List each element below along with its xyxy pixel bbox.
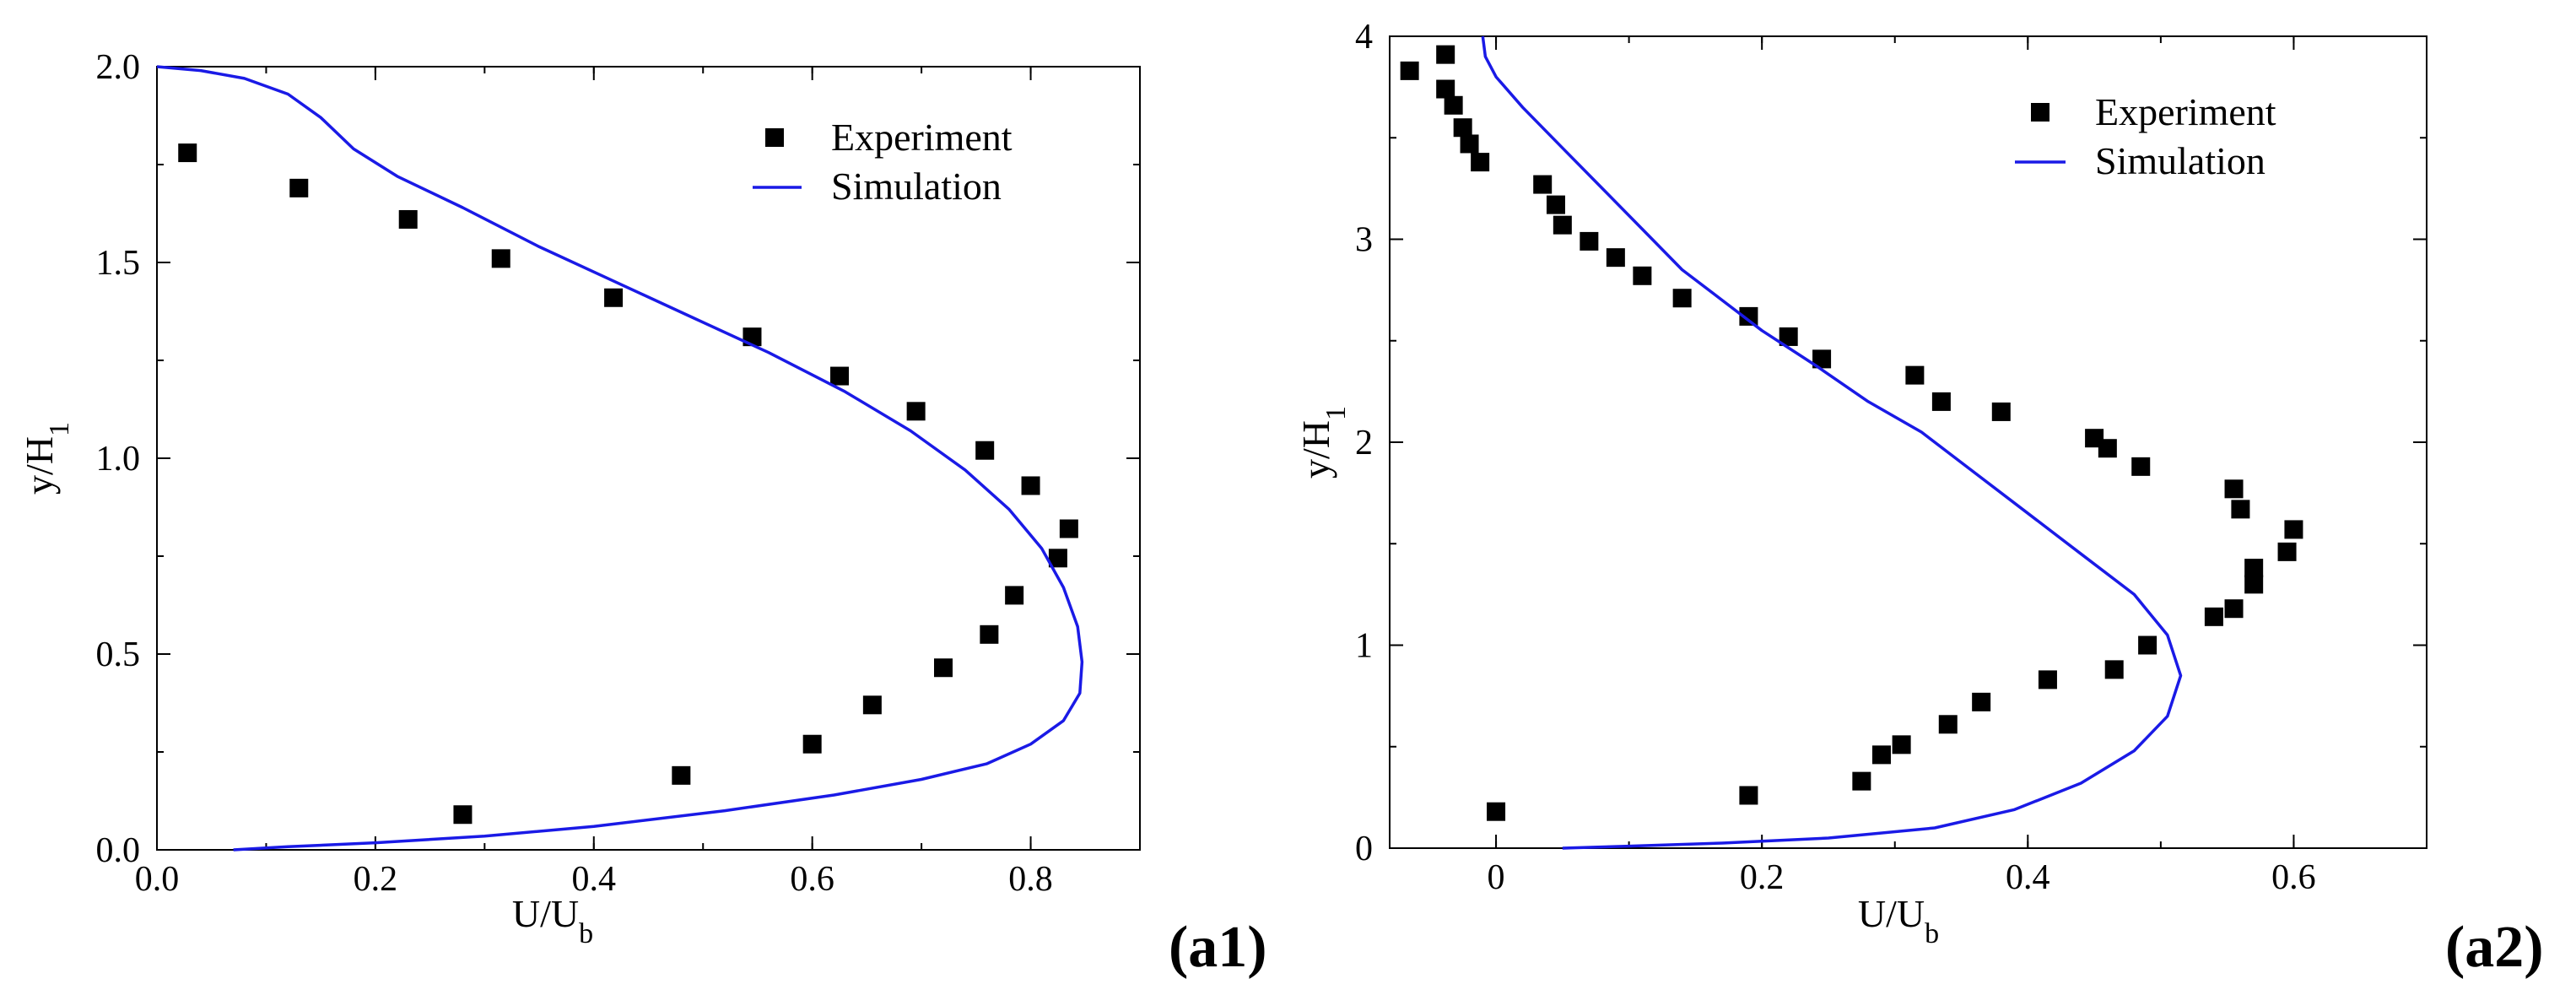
experiment-point xyxy=(1436,45,1455,64)
x-axis-title-subscript: b xyxy=(1925,918,1939,949)
y-tick-label: 0.5 xyxy=(96,635,141,674)
experiment-point xyxy=(830,366,850,386)
experiment-point xyxy=(1739,786,1758,805)
y-tick-label: 2 xyxy=(1355,424,1373,462)
experiment-point xyxy=(1453,118,1472,138)
experiment-point xyxy=(1892,735,1911,754)
experiment-point xyxy=(2224,479,2244,499)
x-tick-label: 0.4 xyxy=(2006,858,2050,897)
x-tick-label: 0.2 xyxy=(354,860,398,899)
y-tick-label: 0.0 xyxy=(96,831,141,870)
y-tick-label: 1.5 xyxy=(96,244,141,283)
experiment-point xyxy=(672,765,691,785)
experiment-point xyxy=(802,734,822,754)
legend-experiment-label: Experiment xyxy=(2095,90,2276,133)
experiment-point xyxy=(1938,715,1958,734)
experiment-point xyxy=(398,209,418,229)
experiment-point xyxy=(980,625,999,644)
experiment-point xyxy=(1672,289,1692,308)
x-axis-title: U/Ub xyxy=(512,892,593,949)
legend-simulation-label: Simulation xyxy=(2095,139,2265,182)
experiment-point xyxy=(289,178,309,197)
chart-panel-a1: 0.0 0.2 0.4 0.6 0.8 0.0 0.5 1.0 1.5 2.0 U/Ub y/H1 E… xyxy=(18,48,1267,980)
x-tick-label: 0.4 xyxy=(572,860,617,899)
x-tick-label: 0.6 xyxy=(790,860,834,899)
experiment-point xyxy=(1931,392,1951,411)
legend-experiment-label: Experiment xyxy=(831,116,1013,159)
experiment-point xyxy=(604,288,624,307)
experiment-point xyxy=(491,249,510,268)
experiment-point xyxy=(862,695,882,715)
legend-experiment-marker xyxy=(2031,103,2049,122)
experiment-point xyxy=(178,143,197,163)
experiment-point xyxy=(2098,439,2117,458)
experiment-point xyxy=(934,658,953,678)
panel-label: (a1) xyxy=(1169,915,1267,980)
experiment-point xyxy=(1972,692,1991,711)
simulation-line xyxy=(1481,35,2183,850)
y-tick-label: 4 xyxy=(1355,18,1373,57)
x-tick-label: 0.2 xyxy=(1740,858,1785,897)
y-axis-title: y/H1 xyxy=(1294,406,1352,479)
experiment-point xyxy=(2204,607,2223,626)
y-axis-title: y/H1 xyxy=(18,422,75,495)
experiment-point xyxy=(1905,365,1925,385)
experiment-point xyxy=(1606,248,1625,268)
experiment-point xyxy=(2244,575,2264,594)
experiment-point xyxy=(1005,586,1024,605)
x-tick-label: 0.8 xyxy=(1008,860,1053,899)
x-tick-label: 0.0 xyxy=(135,860,180,899)
y-tick-label: 2.0 xyxy=(96,48,141,87)
x-axis-title-subscript: b xyxy=(579,918,593,949)
experiment-point xyxy=(1991,402,2011,421)
y-axis-title-subscript: 1 xyxy=(44,422,75,436)
legend-experiment-marker xyxy=(765,128,784,147)
y-tick-label: 1.0 xyxy=(96,440,141,479)
experiment-point xyxy=(2038,670,2057,689)
experiment-point xyxy=(1633,266,1652,285)
experiment-point xyxy=(2231,500,2250,519)
experiment-point xyxy=(1739,306,1758,326)
experiment-point xyxy=(2284,520,2303,539)
experiment-point xyxy=(1021,476,1040,495)
x-axis-title: U/Ub xyxy=(1858,892,1939,949)
x-tick-label: 0 xyxy=(1488,858,1505,897)
experiment-point xyxy=(2224,599,2244,619)
y-tick-label: 0 xyxy=(1355,830,1373,868)
legend-simulation-label: Simulation xyxy=(831,165,1002,208)
experiment-point xyxy=(2138,635,2157,655)
y-tick-label: 3 xyxy=(1355,221,1373,260)
experiment-point xyxy=(1436,79,1455,99)
experiment-point xyxy=(2277,542,2297,561)
experiment-point xyxy=(1871,745,1891,765)
simulation-line xyxy=(156,65,1084,852)
experiment-point xyxy=(1553,215,1572,235)
experiment-point xyxy=(453,805,473,825)
experiment-point xyxy=(1444,95,1463,115)
experiment-point xyxy=(1048,549,1067,568)
plot-area-frame xyxy=(1389,35,2427,849)
experiment-point xyxy=(1487,802,1506,821)
experiment-point xyxy=(1812,349,1832,369)
experiment-point xyxy=(1460,134,1479,154)
experiment-point xyxy=(2131,457,2151,476)
panel-label: (a2) xyxy=(2445,915,2544,980)
experiment-point xyxy=(2244,559,2264,578)
experiment-point xyxy=(1546,195,1565,214)
experiment-point xyxy=(1533,175,1553,194)
experiment-point xyxy=(975,441,995,460)
experiment-point xyxy=(2104,660,2124,679)
y-axis-title-subscript: 1 xyxy=(1320,406,1352,420)
experiment-point xyxy=(1852,771,1871,791)
experiment-point xyxy=(1400,61,1419,80)
experiment-point xyxy=(1580,231,1599,251)
x-tick-label: 0.6 xyxy=(2271,858,2316,897)
experiment-point xyxy=(906,402,926,421)
experiment-point xyxy=(1779,327,1798,346)
experiment-point xyxy=(1471,153,1490,172)
y-tick-label: 1 xyxy=(1355,627,1373,666)
experiment-point xyxy=(1059,519,1078,538)
